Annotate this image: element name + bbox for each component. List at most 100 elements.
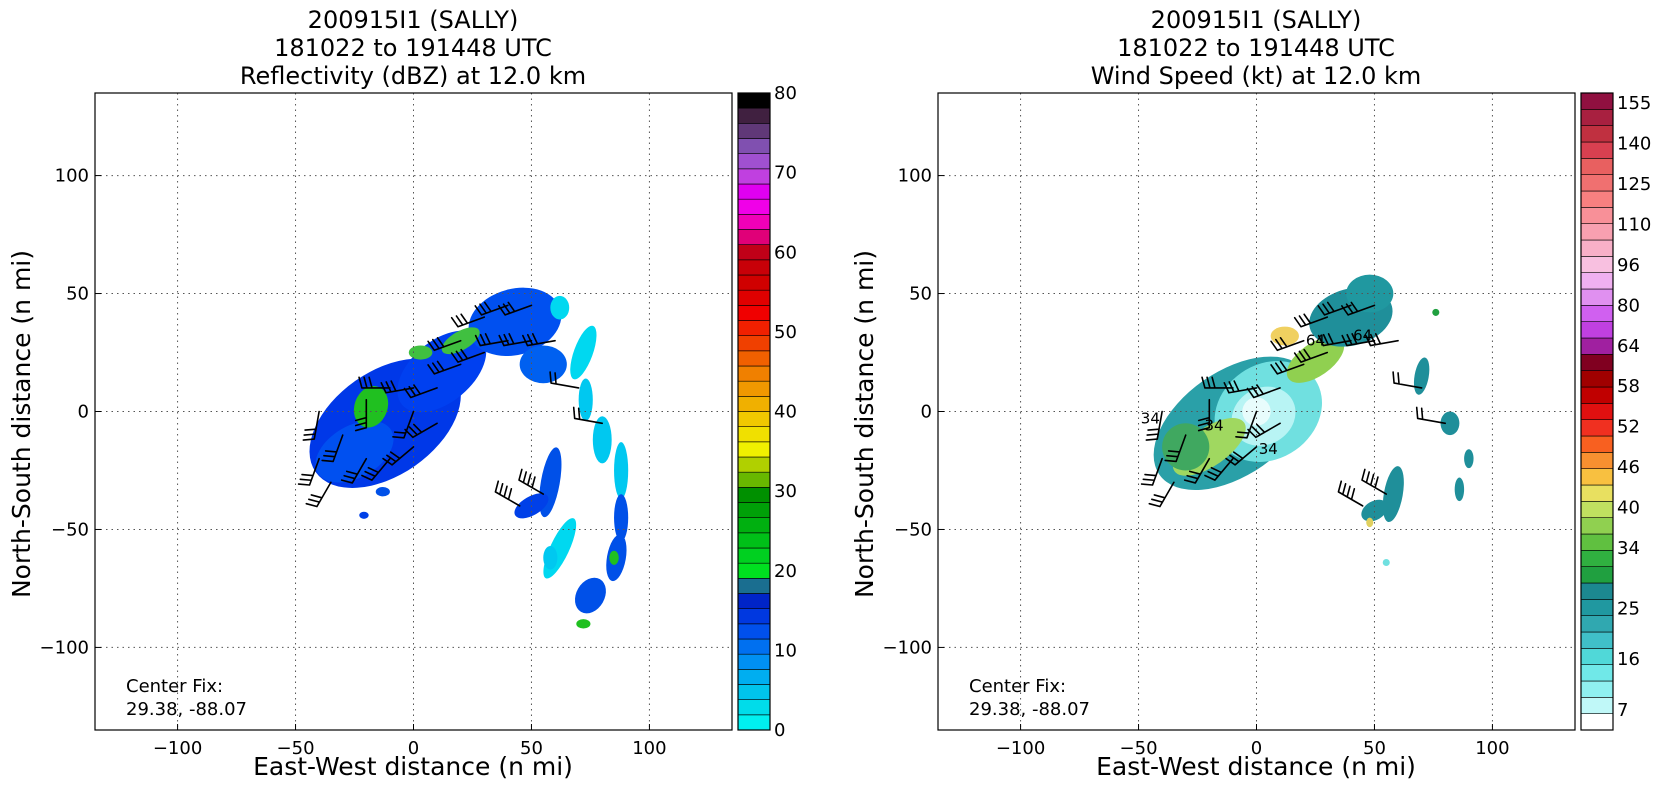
x-tick-label: −100 (153, 738, 202, 759)
field-blob (1382, 558, 1390, 567)
colorbar-swatch (737, 123, 771, 139)
field-blob (1413, 357, 1430, 395)
x-tick-label: −50 (277, 738, 315, 759)
x-tick-label: 100 (1475, 738, 1509, 759)
colorbar-tick-label: 125 (1617, 174, 1651, 195)
wind-barb (1365, 333, 1399, 347)
colorbar: 7 16 25 34 40 46 52 58 64 80 96 110 125 140 155 (1580, 92, 1651, 731)
wind-barb (1145, 410, 1163, 441)
colorbar-swatch (1580, 533, 1614, 551)
wind-barb (404, 422, 438, 439)
y-tick-label: 50 (909, 284, 932, 305)
x-tick-label: −50 (1120, 738, 1158, 759)
wind-barb (450, 348, 486, 363)
colorbar-swatch (737, 487, 771, 503)
colorbar-tick-label: 25 (1617, 599, 1640, 620)
field-blob (519, 345, 567, 384)
contour-label: 34 (1141, 409, 1160, 427)
colorbar-swatch (737, 380, 771, 397)
colorbar-swatch (1580, 403, 1614, 420)
wind-barb (358, 376, 391, 389)
colorbar-swatch (737, 714, 771, 731)
field-blob (1162, 423, 1210, 471)
wind-barb (354, 398, 368, 432)
colorbar-swatch (737, 183, 771, 200)
wind-barb (549, 371, 580, 389)
field-blob (543, 518, 577, 579)
wind-barb (1197, 398, 1211, 432)
field-blob (1454, 477, 1465, 502)
x-tick-label: 0 (408, 738, 419, 759)
wind-barb (1317, 301, 1352, 316)
colorbar-swatch (737, 305, 771, 321)
colorbar-swatch (1580, 239, 1614, 257)
wind-barb (1392, 371, 1423, 389)
colorbar-swatch (737, 562, 771, 579)
colorbar-swatch (1580, 288, 1614, 306)
wind-barb (1148, 481, 1175, 508)
x-axis-label: East-West distance (n mi) (253, 752, 573, 781)
contour-label: 64 (1306, 331, 1325, 349)
colorbar-swatch (1580, 501, 1614, 518)
field-blob (1464, 449, 1474, 469)
y-tick-label: −50 (51, 519, 89, 540)
colorbar-tick-label: 7 (1617, 700, 1628, 721)
wind-barb (392, 410, 415, 439)
title-line-1: 200915I1 (SALLY) (308, 6, 519, 34)
title-line-3: Wind Speed (kt) at 12.0 km (1091, 62, 1422, 90)
field-blob (1361, 499, 1388, 522)
colorbar-tick-label: 155 (1617, 93, 1651, 114)
colorbar-tick-label: 70 (774, 163, 797, 184)
wind-barb (1341, 301, 1376, 316)
y-axis-label: North-South distance (n mi) (7, 250, 36, 598)
center-fix-label: Center Fix: (969, 676, 1066, 697)
title-line-2: 181022 to 191448 UTC (1117, 34, 1395, 62)
colorbar-swatch (737, 92, 771, 109)
contour-label: 34 (1259, 440, 1278, 458)
field-blob (359, 511, 369, 519)
field-blob (315, 420, 394, 483)
colorbar-swatch (1580, 713, 1614, 731)
wind-barb (1317, 333, 1352, 347)
colorbar-tick-label: 110 (1617, 214, 1651, 235)
colorbar-swatch (737, 153, 771, 170)
colorbar-swatch (1580, 305, 1614, 322)
y-tick-label: 50 (66, 284, 89, 305)
colorbar-swatch (737, 623, 771, 640)
y-tick-label: 0 (78, 402, 89, 423)
colorbar-tick-label: 64 (1617, 336, 1640, 357)
colorbar-swatch (1580, 631, 1614, 649)
colorbar-swatch (737, 426, 771, 443)
colorbar-swatch (1580, 484, 1614, 502)
colorbar-swatch (737, 669, 771, 685)
x-tick-label: −100 (996, 738, 1045, 759)
field-blob (353, 386, 389, 428)
colorbar-frame (1580, 92, 1614, 731)
colorbar-tick-label: 80 (1617, 295, 1640, 316)
wind-barb (427, 337, 462, 352)
field-blob (614, 442, 629, 499)
contour-label: 64 (1353, 327, 1372, 345)
data-field (309, 287, 629, 629)
wind-barb (1235, 410, 1258, 439)
wind-barb (450, 313, 486, 328)
colorbar-tick-label: 50 (774, 322, 797, 343)
center-fix-label: Center Fix: (126, 676, 223, 697)
center-fix-value: 29.38, -88.07 (126, 699, 247, 720)
colorbar-swatch (737, 396, 771, 412)
colorbar-tick-label: 30 (774, 481, 797, 502)
colorbar-swatch (737, 107, 771, 124)
colorbar-swatch (737, 350, 771, 367)
colorbar-tick-label: 16 (1617, 649, 1640, 670)
field-blob (1346, 274, 1394, 313)
colorbar-swatch (737, 547, 771, 564)
colorbar-swatch (1580, 566, 1614, 584)
colorbar-swatch (737, 138, 771, 154)
colorbar-swatch (737, 198, 771, 215)
wind-barb (1246, 384, 1281, 399)
field-blob (574, 577, 606, 614)
colorbar-swatch (1580, 599, 1614, 616)
colorbar-swatch (1580, 125, 1614, 143)
wind-barb (1337, 480, 1364, 507)
colorbar-swatch (1580, 109, 1614, 126)
